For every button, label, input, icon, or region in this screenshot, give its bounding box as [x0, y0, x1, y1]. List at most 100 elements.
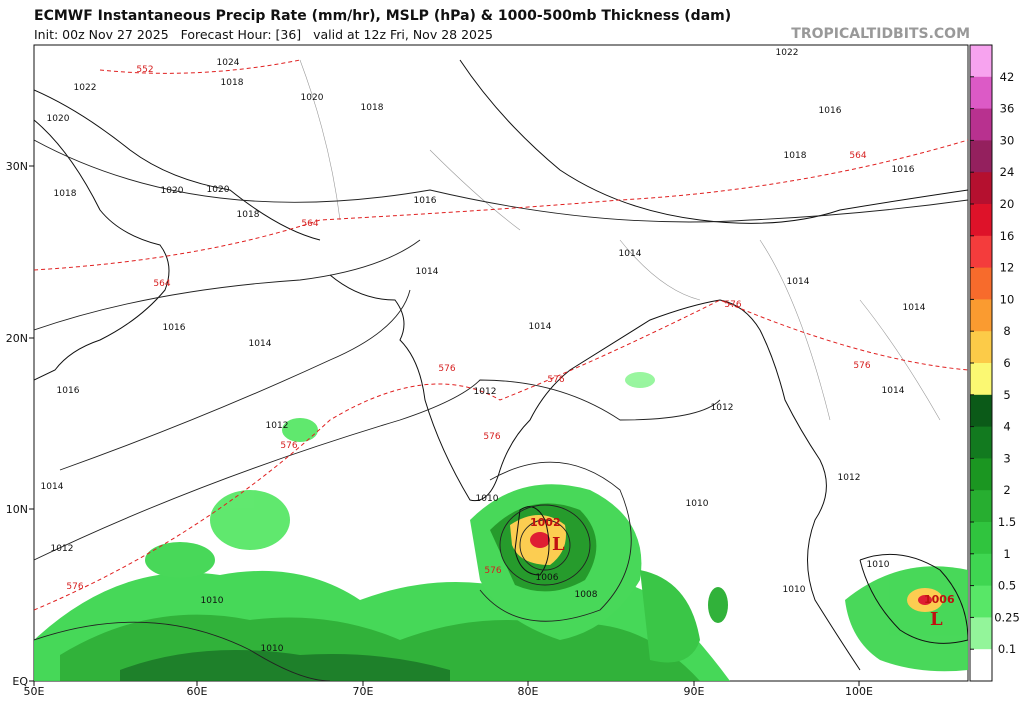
colorbar-segment [970, 363, 992, 396]
thickness-label: 552 [136, 65, 153, 75]
title: ECMWF Instantaneous Precip Rate (mm/hr),… [34, 8, 731, 24]
isobar-label: 1012 [838, 473, 861, 483]
subtitle: Init: 00z Nov 27 2025 Forecast Hour: [36… [34, 27, 493, 42]
colorbar-label: 24 [1000, 165, 1015, 179]
thickness-label: 564 [301, 219, 318, 229]
isobar-label: 1010 [261, 644, 284, 654]
lon-label: 60E [187, 685, 208, 698]
isobar-label: 1012 [266, 421, 289, 431]
colorbar-label: 6 [1003, 356, 1010, 370]
isobar-label: 1016 [57, 386, 80, 396]
isobar-label: 1020 [207, 185, 230, 195]
isobar-label: 1008 [575, 590, 598, 600]
colorbar-label: 0.25 [994, 610, 1020, 624]
colorbar-segment [970, 299, 992, 332]
thickness-label: 564 [153, 279, 170, 289]
isobar-label: 1010 [476, 494, 499, 504]
isobar-label: 1018 [54, 189, 77, 199]
lat-label: 20N [6, 332, 28, 345]
colorbar-label: 1.5 [998, 515, 1016, 529]
colorbar-segment [970, 76, 992, 110]
isobar-label: 1016 [819, 106, 842, 116]
isobar-label: 1018 [784, 151, 807, 161]
colorbar-segment [970, 267, 992, 300]
lon-label: 50E [24, 685, 45, 698]
colorbar-label: 20 [1000, 197, 1015, 211]
colorbar-label: 5 [1003, 388, 1010, 402]
thickness-label: 576 [438, 364, 455, 374]
lat-label: 30N [6, 160, 28, 173]
isobar-label: 1018 [237, 210, 260, 220]
colorbar-label: 2 [1003, 483, 1010, 497]
isobar-label: 1016 [414, 196, 437, 206]
colorbar-label: 16 [1000, 229, 1015, 243]
colorbar-segment [970, 585, 992, 618]
colorbar-segment [970, 426, 992, 459]
lon-label: 90E [684, 685, 705, 698]
colorbar-segment [970, 45, 992, 78]
isobar-label: 1020 [301, 93, 324, 103]
isobar-label: 1012 [51, 544, 74, 554]
thickness-label: 564 [849, 151, 866, 161]
colorbar-frame [969, 44, 993, 682]
isobar-label: 1020 [47, 114, 70, 124]
isobar-label: 1014 [249, 339, 272, 349]
isobar-label: 1010 [686, 499, 709, 509]
isobar-label: 1022 [74, 83, 97, 93]
isobar-label: 1020 [161, 186, 184, 196]
colorbar-segment [970, 172, 992, 205]
labels: 50E 60E 70E 80E 90E 100E EQ 10N 20N 30N 1022 1020 10… [6, 48, 926, 698]
isobar-label: 1018 [361, 103, 384, 113]
thickness-label: 576 [484, 566, 501, 576]
thickness-label: 576 [853, 361, 870, 371]
isobar-label: 1010 [867, 560, 890, 570]
precip [34, 372, 968, 681]
colorbar-segment [970, 108, 992, 141]
source: TROPICALTIDBITS.COM [791, 26, 970, 42]
isobar-label: 1014 [882, 386, 905, 396]
colorbar-segment [970, 331, 992, 364]
colorbar-segment [970, 458, 992, 491]
isobar-label: 1010 [783, 585, 806, 595]
isobar-label: 1018 [221, 78, 244, 88]
low-symbol: L [552, 534, 565, 555]
colorbar-label: 12 [1000, 261, 1015, 275]
colorbar-segment [970, 617, 992, 650]
colorbar-segment [970, 553, 992, 587]
colorbar-label: 1 [1003, 547, 1010, 561]
colorbar-label: 8 [1003, 324, 1010, 338]
colorbar-label: 0.1 [998, 642, 1016, 656]
lon-label: 100E [845, 685, 873, 698]
colorbar-segment [970, 140, 992, 173]
isobar-label: 1012 [474, 387, 497, 397]
isobar-label: 1014 [41, 482, 64, 492]
isobar-label: 1006 [536, 573, 559, 583]
colorbar-segment [970, 522, 992, 555]
thickness-label: 576 [280, 441, 297, 451]
colorbar-label: 4 [1003, 420, 1010, 434]
isobar-label: 1012 [711, 403, 734, 413]
low-pressure: 1002 [530, 516, 561, 529]
colorbar-label: 36 [1000, 102, 1015, 116]
colorbar-segment [970, 394, 992, 428]
colorbar-label: 30 [1000, 133, 1015, 147]
colorbar: 42 36 30 24 20 16 12 10 8 6 5 4 3 2 1.5 1 0.5 0.25 0.1 [969, 44, 1020, 682]
colorbar-segment [970, 204, 992, 237]
thickness-label: 576 [724, 300, 741, 310]
thickness-label: 576 [483, 432, 500, 442]
colorbar-segment [970, 649, 992, 682]
colorbar-label: 42 [1000, 70, 1015, 84]
colorbar-label: 10 [1000, 292, 1015, 306]
isobar-label: 1014 [903, 303, 926, 313]
isobar-label: 1016 [892, 165, 915, 175]
isobar-label: 1010 [201, 596, 224, 606]
lon-label: 70E [353, 685, 374, 698]
colorbar-label: 0.5 [998, 579, 1016, 593]
colorbar-label: 3 [1003, 451, 1010, 465]
thickness-label: 576 [547, 375, 564, 385]
colorbar-segment [970, 235, 992, 269]
isobar-label: 1014 [529, 322, 552, 332]
isobar-label: 1016 [163, 323, 186, 333]
lat-label: EQ [12, 675, 28, 688]
